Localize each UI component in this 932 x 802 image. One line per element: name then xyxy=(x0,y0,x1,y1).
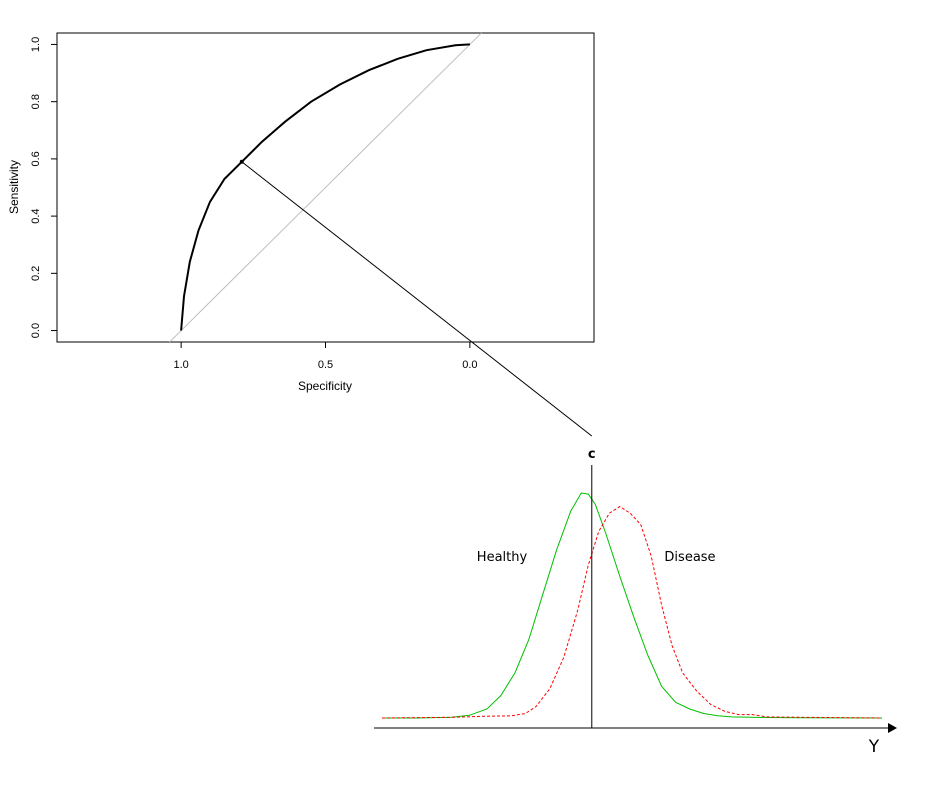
roc-x-tick-label: 1.0 xyxy=(173,359,188,371)
roc-y-tick-label: 0.8 xyxy=(30,94,42,109)
roc-curve xyxy=(180,43,470,331)
roc-x-tick-label: 0.5 xyxy=(318,359,333,371)
roc-y-tick-label: 0.6 xyxy=(30,151,42,166)
disease-label: Disease xyxy=(664,550,715,565)
connector-line xyxy=(241,161,593,437)
roc-plot: 1.0 0.5 0.0 0.0 0.2 0.4 0.6 0.8 1.0 Specificity… xyxy=(7,32,595,393)
roc-y-tick-label: 0.2 xyxy=(30,266,42,281)
roc-y-tick-label: 0.4 xyxy=(30,208,42,223)
disease-density-line xyxy=(381,505,883,719)
roc-y-tick-label: 1.0 xyxy=(30,37,42,52)
density-plot: c Healthy Disease Y xyxy=(374,447,897,757)
roc-x-axis: 1.0 0.5 0.0 xyxy=(173,342,478,371)
roc-diagonal-line xyxy=(169,32,482,343)
roc-x-axis-title: Specificity xyxy=(298,379,352,393)
roc-y-axis-title: Sensitivity xyxy=(7,160,21,214)
cutoff-label: c xyxy=(588,447,596,462)
roc-y-tick-label: 0.0 xyxy=(30,323,42,338)
y-axis-arrowhead-icon xyxy=(888,723,897,733)
density-x-axis-label: Y xyxy=(868,737,880,757)
roc-y-axis: 0.0 0.2 0.4 0.6 0.8 1.0 xyxy=(30,37,57,338)
healthy-density-line xyxy=(382,492,883,719)
healthy-label: Healthy xyxy=(477,550,528,565)
roc-x-tick-label: 0.0 xyxy=(462,359,477,371)
